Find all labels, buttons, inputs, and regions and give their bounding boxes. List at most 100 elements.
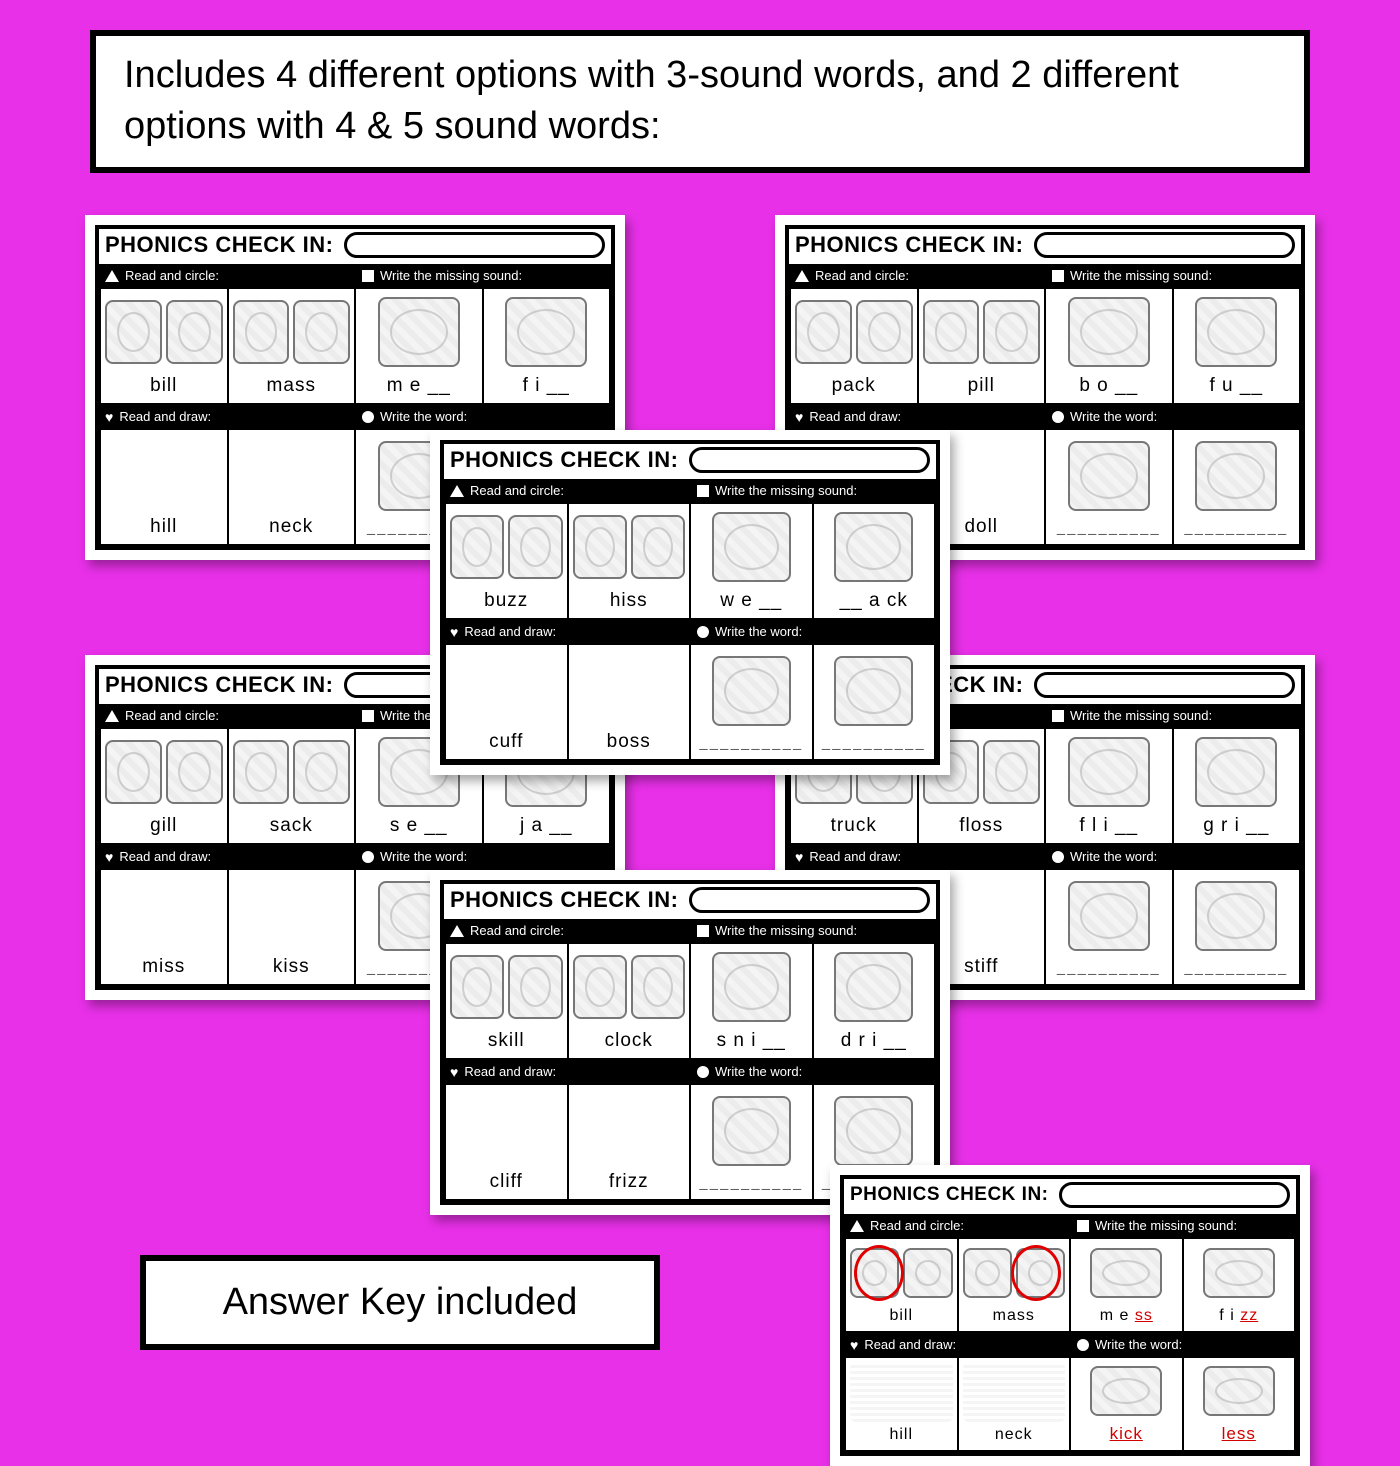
clipart-placeholder [1068,297,1150,367]
worksheet-cell: buzz [444,502,569,620]
word-label: kiss [273,956,310,978]
subheader-label: Write the word: [715,1064,802,1079]
worksheet-cell: f i __ [484,287,612,405]
worksheet-row: billmassm e ssf i zz [844,1237,1296,1333]
word-label: bill [889,1307,913,1325]
section-subheader: Read and circle: Write the missing sound: [99,264,611,287]
clipart-placeholder [903,1248,952,1298]
write-line: __________ [1184,522,1288,538]
subheader-label: Read and circle: [125,268,219,283]
clipart-placeholder [834,512,913,582]
clipart-placeholder [1068,441,1150,511]
circ-icon [1052,411,1064,423]
worksheet-cell: __ a ck [814,502,937,620]
word-label: f i __ [523,375,570,397]
tri-icon [450,925,464,937]
worksheet-cell: kick [1071,1356,1184,1452]
worksheet-cell: b o __ [1046,287,1174,405]
subheader-label: Write the missing sound: [715,483,857,498]
heart-icon: ♥ [850,1338,858,1352]
circ-icon [362,411,374,423]
clipart-placeholder [712,512,791,582]
draw-box [573,649,686,727]
clipart-placeholder [233,300,290,364]
word-label: sack [270,815,313,837]
section-subheader: Read and circle:Write the missing sound: [444,919,936,942]
write-line: kick [1110,1424,1143,1444]
clipart-placeholder [856,300,913,364]
clipart-placeholder [1195,441,1277,511]
clipart-placeholder [712,952,791,1022]
word-label: mass [267,375,316,397]
word-label: neck [995,1426,1033,1444]
draw-box [573,1089,686,1167]
worksheet-title: PHONICS CHECK IN: [105,672,334,698]
clipart-placeholder [631,955,685,1019]
worksheet-cell: frizz [569,1083,692,1201]
word-label: skill [488,1030,525,1052]
section-subheader: ♥Read and draw:Write the word: [844,1333,1296,1356]
word-label: stiff [964,956,998,978]
worksheet-title: PHONICS CHECK IN: [795,232,1024,258]
clipart-placeholder [1016,1248,1065,1298]
phonics-worksheet-card: PHONICS CHECK IN:Read and circle:Write t… [830,1165,1310,1466]
word-label: boss [607,731,651,753]
word-label: cuff [489,731,523,753]
word-label: m e ss [1100,1307,1153,1325]
worksheet-cell: __________ [1046,428,1174,546]
worksheet-cell: __________ [1174,868,1302,986]
word-label: gill [150,815,177,837]
sq-icon [362,270,374,282]
subheader-label: Write the missing sound: [1070,708,1212,723]
draw-box [450,1089,563,1167]
worksheet-row: buzzhissw e ____ a ck [444,502,936,620]
tri-icon [850,1220,864,1232]
section-subheader: Read and circle:Write the missing sound: [844,1214,1296,1237]
clipart-placeholder [983,740,1040,804]
word-label: neck [269,516,313,538]
tri-icon [795,270,809,282]
worksheet-row: billmassm e __f i __ [99,287,611,405]
worksheet-title-row: PHONICS CHECK IN: [99,229,611,264]
name-blank [1034,232,1295,258]
section-subheader: ♥Read and draw:Write the word: [789,405,1301,428]
word-label: b o __ [1079,375,1138,397]
subheader-label: Read and draw: [809,409,901,424]
worksheet-title-row: PHONICS CHECK IN: [444,884,936,919]
worksheet-cell: miss [99,868,229,986]
clipart-placeholder [1195,297,1277,367]
worksheet-cell: __________ [691,643,814,761]
worksheet-cell: cuff [444,643,569,761]
worksheet-title: PHONICS CHECK IN: [450,447,679,473]
subheader-label: Read and draw: [464,624,556,639]
worksheet-title: PHONICS CHECK IN: [450,887,679,913]
answer-text: zz [1240,1307,1258,1324]
clipart-placeholder [1068,881,1150,951]
clipart-placeholder [105,740,162,804]
worksheet-row: skillclocks n i __d r i __ [444,942,936,1060]
worksheet-cell: boss [569,643,692,761]
draw-box [233,874,351,952]
section-subheader: ♥Read and draw:Write the word: [444,620,936,643]
worksheet-cell: g r i __ [1174,727,1302,845]
subheader-label: Read and draw: [809,849,901,864]
answer-text: ss [1135,1307,1153,1324]
draw-box [233,434,351,512]
subheader-label: Read and circle: [125,708,219,723]
clipart-placeholder [712,1096,791,1166]
subheader-label: Read and draw: [864,1337,956,1352]
worksheet-title-row: PHONICS CHECK IN: [789,229,1301,264]
write-line: __________ [822,737,926,753]
sq-icon [697,925,709,937]
write-line: __________ [1184,962,1288,978]
worksheet-cell: s n i __ [691,942,814,1060]
section-subheader: Read and circle:Write the missing sound: [789,264,1301,287]
word-label: miss [142,956,185,978]
subheader-label: Write the missing sound: [380,268,522,283]
worksheet-cell: hill [99,428,229,546]
worksheet-cell: mass [229,287,357,405]
worksheet-title: PHONICS CHECK IN: [105,232,334,258]
word-label: f u __ [1209,375,1263,397]
phonics-worksheet-card: PHONICS CHECK IN: Read and circle:Write t… [430,870,950,1215]
worksheet-cell: bill [844,1237,959,1333]
